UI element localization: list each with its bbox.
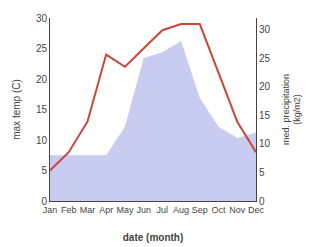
svg-text:Feb: Feb [61, 205, 77, 215]
svg-text:10: 10 [36, 135, 48, 146]
svg-text:max temp (C): max temp (C) [11, 79, 22, 140]
svg-text:5: 5 [259, 167, 265, 178]
svg-text:15: 15 [36, 104, 48, 115]
svg-text:10: 10 [259, 138, 271, 149]
svg-text:20: 20 [36, 74, 48, 85]
svg-text:25: 25 [259, 53, 271, 64]
svg-text:Mar: Mar [80, 205, 96, 215]
svg-text:30: 30 [259, 24, 271, 35]
svg-text:0: 0 [41, 196, 47, 207]
svg-text:Sep: Sep [192, 205, 208, 215]
svg-text:Jun: Jun [136, 205, 151, 215]
svg-text:5: 5 [41, 165, 47, 176]
svg-text:Oct: Oct [212, 205, 227, 215]
svg-text:Aug: Aug [173, 205, 189, 215]
svg-text:Jul: Jul [157, 205, 169, 215]
svg-text:15: 15 [259, 110, 271, 121]
svg-text:0: 0 [259, 196, 265, 207]
svg-text:20: 20 [259, 81, 271, 92]
svg-text:Apr: Apr [99, 205, 113, 215]
svg-text:Jan: Jan [43, 205, 58, 215]
svg-text:May: May [116, 205, 134, 215]
svg-text:30: 30 [36, 13, 48, 24]
svg-text:Dec: Dec [248, 205, 265, 215]
svg-text:date (month): date (month) [123, 232, 184, 243]
svg-text:25: 25 [36, 43, 48, 54]
svg-text:Nov: Nov [229, 205, 246, 215]
svg-text:med. precipitation(kg/m2): med. precipitation(kg/m2) [281, 74, 303, 145]
